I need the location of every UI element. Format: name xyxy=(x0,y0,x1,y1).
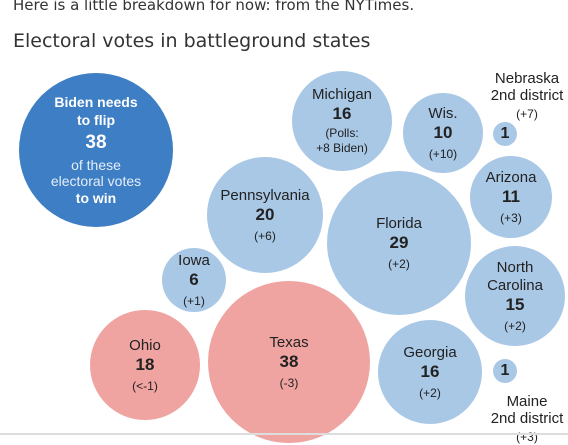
bubble-maine-2nd-district: 1 xyxy=(493,359,517,383)
bubble-votes-nebraska-2nd-district: 1 xyxy=(500,125,510,142)
summary-head: Biden needs to flip xyxy=(54,94,138,128)
bubble-votes-iowa: 6 xyxy=(189,269,199,289)
bubble-votes-arizona: 11 xyxy=(502,186,520,206)
bubble-georgia: Georgia 16 (+2) xyxy=(378,320,482,424)
bubble-label-pennsylvania: Pennsylvania xyxy=(220,186,310,204)
external-name-maine-2nd-district: Maine 2nd district xyxy=(490,393,564,427)
bubble-votes-pennsylvania: 20 xyxy=(255,204,275,224)
intro-text: Here is a little breakdown for now: from… xyxy=(13,0,415,14)
bubble-change-north-carolina: (+2) xyxy=(504,318,526,333)
bubble-change-pennsylvania: (+6) xyxy=(254,228,276,243)
bubble-arizona: Arizona 11 (+3) xyxy=(470,156,552,238)
bubble-ohio: Ohio 18 (<-1) xyxy=(90,310,200,420)
bubble-texas: Texas 38 (-3) xyxy=(208,281,370,443)
bubble-label-arizona: Arizona xyxy=(485,168,537,186)
bubble-note-michigan: (Polls: +8 Biden) xyxy=(316,126,368,155)
summary-tail: to win xyxy=(75,190,117,206)
bubble-votes-michigan: 16 xyxy=(332,104,352,123)
chart-title: Electoral votes in battleground states xyxy=(13,30,371,52)
bubble-votes-wis: 10 xyxy=(433,122,453,142)
bubble-change-wis: (+10) xyxy=(428,146,458,161)
external-label-nebraska-2nd-district: Nebraska 2nd district (+7) xyxy=(486,70,568,122)
bubble-label-florida: Florida xyxy=(376,214,422,232)
bubble-label-iowa: Iowa xyxy=(178,251,210,269)
bubble-votes-texas: 38 xyxy=(279,351,299,371)
bubble-votes-maine-2nd-district: 1 xyxy=(500,362,510,379)
bubble-label-ohio: Ohio xyxy=(129,336,161,354)
bubble-votes-georgia: 16 xyxy=(420,361,440,381)
bubble-nebraska-2nd-district: 1 xyxy=(493,122,517,146)
bubble-label-north-carolina: North Carolina xyxy=(487,258,543,294)
bubble-north-carolina: North Carolina 15 (+2) xyxy=(465,246,565,346)
bubble-wis: Wis. 10 (+10) xyxy=(403,93,483,173)
bubble-florida: Florida 29 (+2) xyxy=(327,171,471,315)
bubble-change-ohio: (<-1) xyxy=(132,378,158,393)
external-label-maine-2nd-district: Maine 2nd district (+3) xyxy=(486,393,568,445)
external-change-nebraska-2nd-district: (+7) xyxy=(516,107,538,121)
bubble-change-iowa: (+1) xyxy=(183,293,205,308)
bubble-iowa: Iowa 6 (+1) xyxy=(162,248,226,312)
bubble-label-michigan: Michigan xyxy=(311,86,373,103)
bubble-change-arizona: (+3) xyxy=(500,210,522,225)
bubble-change-texas: (-3) xyxy=(279,375,299,390)
bubble-label-texas: Texas xyxy=(269,333,309,351)
bubble-votes-florida: 29 xyxy=(389,232,409,252)
bubble-pennsylvania: Pennsylvania 20 (+6) xyxy=(207,157,323,273)
summary-bubble: Biden needs to flip 38 of these electora… xyxy=(19,73,173,227)
summary-middle: of these electoral votes xyxy=(50,157,142,189)
bubble-votes-ohio: 18 xyxy=(135,354,155,374)
external-change-maine-2nd-district: (+3) xyxy=(516,430,538,444)
bubble-michigan: Michigan 16 (Polls: +8 Biden) xyxy=(292,71,392,171)
bubble-label-georgia: Georgia xyxy=(403,343,457,361)
external-name-nebraska-2nd-district: Nebraska 2nd district xyxy=(490,70,564,104)
bubble-change-florida: (+2) xyxy=(388,256,410,271)
summary-number: 38 xyxy=(85,132,107,153)
bottom-divider xyxy=(0,433,568,435)
bubble-label-wis: Wis. xyxy=(428,104,458,122)
bubble-votes-north-carolina: 15 xyxy=(505,294,525,314)
bubble-change-georgia: (+2) xyxy=(419,385,441,400)
